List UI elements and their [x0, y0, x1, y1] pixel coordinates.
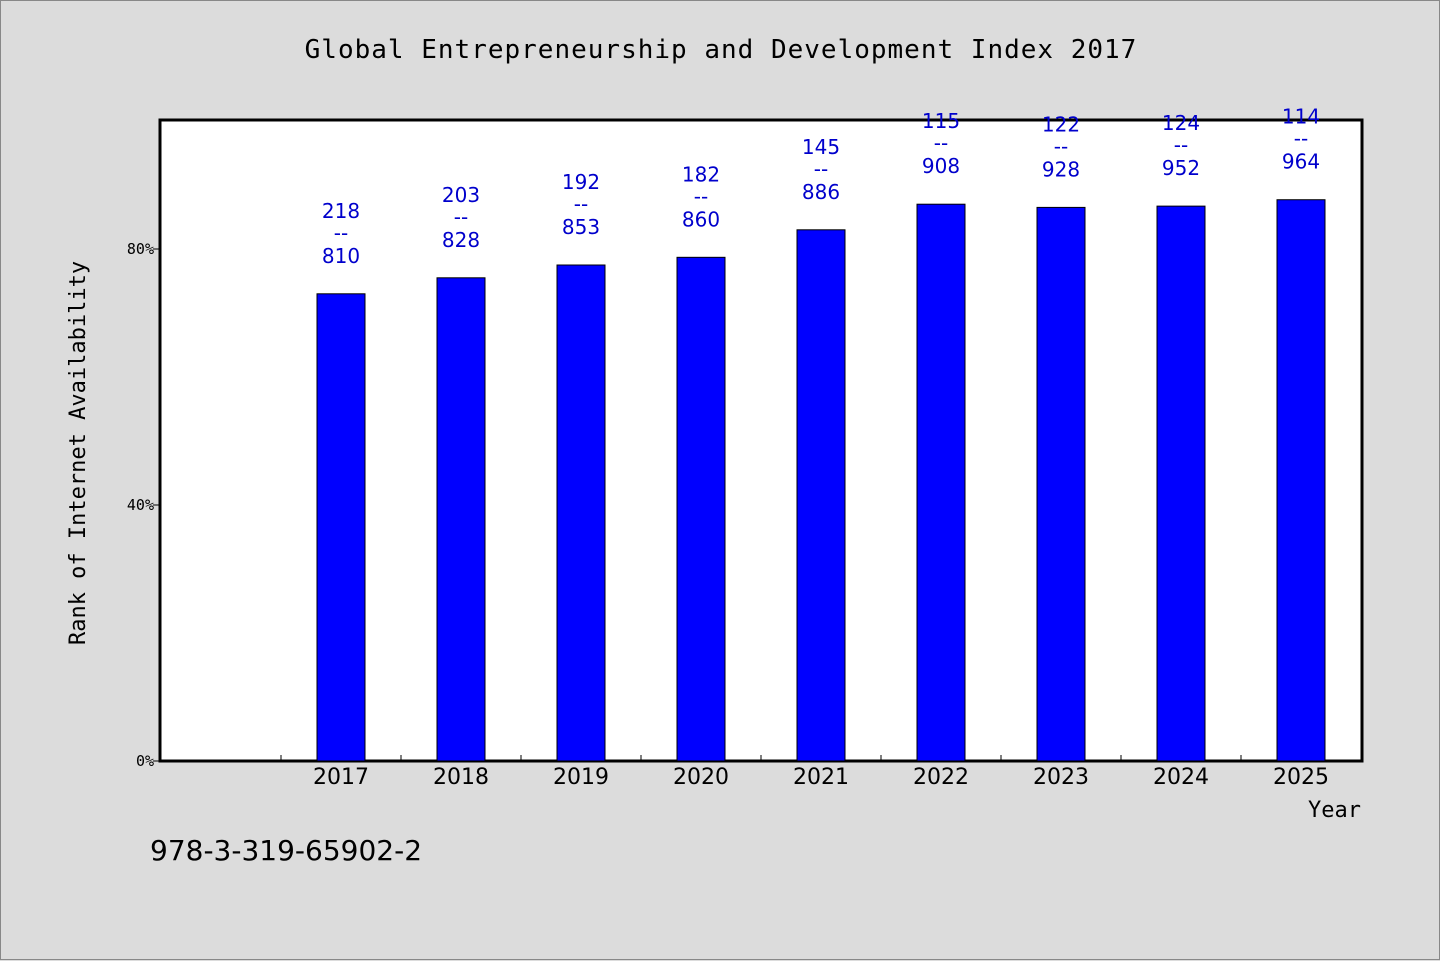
data-label-2017-top: 218: [322, 199, 360, 223]
data-label-2024-sep: --: [1174, 133, 1188, 157]
x-tick-label-2018: 2018: [433, 765, 489, 790]
data-label-2021-bottom: 886: [802, 180, 840, 204]
data-label-2025-bottom: 964: [1282, 150, 1320, 174]
data-label-2019-top: 192: [562, 170, 600, 194]
data-label-2019-sep: --: [574, 192, 588, 216]
data-label-2020-top: 182: [682, 162, 720, 186]
data-label-2022-bottom: 908: [922, 154, 960, 178]
data-label-2018-sep: --: [454, 205, 468, 229]
bar-2020: [676, 256, 726, 762]
y-tick-label-40: 40%: [127, 496, 154, 514]
data-label-2023-bottom: 928: [1042, 157, 1080, 181]
data-label-2025-top: 114: [1282, 105, 1320, 129]
y-tick-label-0: 0%: [136, 752, 154, 770]
x-tick-label-2025: 2025: [1273, 765, 1329, 790]
chart-title: Global Entrepreneurship and Development …: [304, 35, 1138, 65]
data-label-2022-top: 115: [922, 109, 960, 133]
y-tick-label-80: 80%: [127, 240, 154, 258]
bar-2021: [796, 229, 846, 762]
x-tick-label-2021: 2021: [793, 765, 849, 790]
data-label-2018-top: 203: [442, 183, 480, 207]
bar-2024: [1156, 205, 1206, 762]
bar-2025: [1276, 199, 1326, 762]
x-tick-label-2023: 2023: [1033, 765, 1089, 790]
data-label-2021-top: 145: [802, 135, 840, 159]
data-label-2017-bottom: 810: [322, 244, 360, 268]
x-tick-label-2022: 2022: [913, 765, 969, 790]
x-tick-label-2017: 2017: [313, 765, 369, 790]
bar-2018: [436, 277, 486, 762]
data-label-2021-sep: --: [814, 157, 828, 181]
bar-2019: [556, 264, 606, 762]
x-tick-label-2024: 2024: [1153, 765, 1209, 790]
data-label-2018-bottom: 828: [442, 228, 480, 252]
x-tick-label-2019: 2019: [553, 765, 609, 790]
data-label-2024-bottom: 952: [1162, 156, 1200, 180]
x-axis-title: Year: [1308, 798, 1361, 823]
x-tick-label-2020: 2020: [673, 765, 729, 790]
data-label-2024-top: 124: [1162, 111, 1200, 135]
y-axis-title: Rank of Internet Availability: [66, 261, 91, 645]
isbn-label: 978-3-319-65902-2: [150, 834, 423, 867]
data-label-2020-bottom: 860: [682, 207, 720, 231]
data-label-2023-sep: --: [1054, 134, 1068, 158]
data-label-2022-sep: --: [934, 131, 948, 155]
data-label-2025-sep: --: [1294, 127, 1308, 151]
data-label-2023-top: 122: [1042, 112, 1080, 136]
data-label-2020-sep: --: [694, 184, 708, 208]
bar-2017: [316, 293, 366, 762]
data-label-2017-sep: --: [334, 221, 348, 245]
bar-2022: [916, 203, 966, 762]
data-label-2019-bottom: 853: [562, 215, 600, 239]
bar-2023: [1036, 206, 1086, 762]
